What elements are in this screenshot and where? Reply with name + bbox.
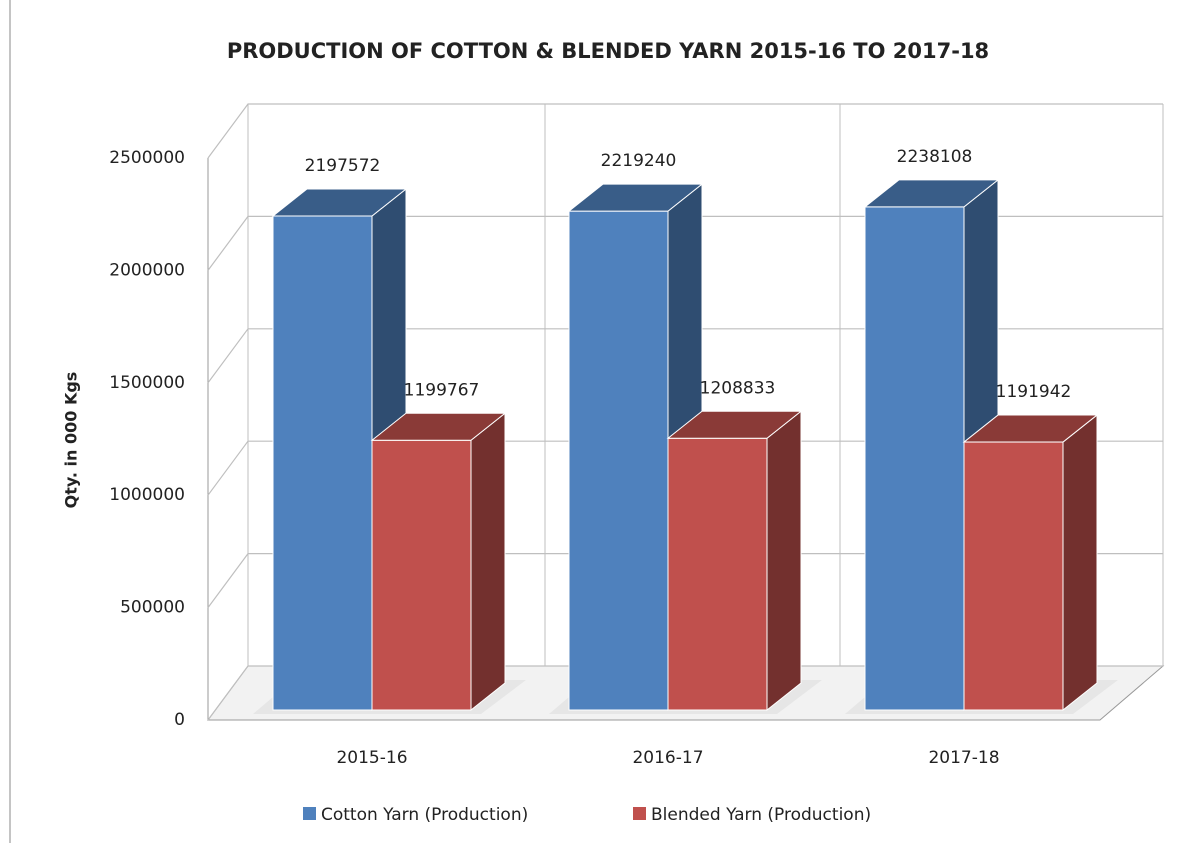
bar-side (470, 412, 506, 712)
bar (864, 206, 965, 711)
y-axis-label: Qty. in 000 Kgs (62, 372, 81, 509)
legend-label: Blended Yarn (Production) (651, 805, 871, 825)
x-tick-label: 2017-18 (928, 748, 999, 768)
grid-line (207, 215, 1163, 271)
legend-label: Cotton Yarn (Production) (321, 805, 528, 825)
grid-line (207, 328, 1163, 384)
x-tick-label: 2015-16 (336, 748, 407, 768)
bar-side (766, 410, 802, 712)
y-tick-label: 0 (174, 710, 185, 730)
bar (568, 210, 669, 711)
y-tick-label: 2500000 (109, 148, 185, 168)
bar-side (1062, 414, 1098, 712)
grid-line (207, 552, 1163, 608)
bar-top (271, 188, 408, 217)
data-label: 1208833 (700, 378, 776, 398)
y-tick-label: 1500000 (109, 373, 185, 393)
bar (963, 441, 1064, 711)
bar-top (962, 414, 1099, 443)
x-tick-label: 2016-17 (632, 748, 703, 768)
data-label: 2238108 (897, 147, 973, 167)
bar (371, 439, 472, 711)
y-tick-label: 1000000 (109, 485, 185, 505)
y-tick-label: 2000000 (109, 260, 185, 280)
bar-top (370, 412, 507, 441)
bar-top (863, 179, 1000, 208)
bar (667, 437, 768, 711)
y-tick-label: 500000 (120, 598, 185, 618)
data-label: 1199767 (404, 380, 480, 400)
chart-title: PRODUCTION OF COTTON & BLENDED YARN 2015… (227, 39, 989, 63)
legend-swatch (633, 807, 646, 820)
data-label: 2197572 (305, 156, 381, 176)
grid-line (207, 440, 1163, 496)
bar-top (666, 410, 803, 439)
data-label: 1191942 (996, 382, 1072, 402)
grid-line (207, 665, 1163, 721)
legend-swatch (303, 807, 316, 820)
grid-line (207, 103, 1163, 159)
bar (272, 215, 373, 711)
data-label: 2219240 (601, 151, 677, 171)
bar-top (567, 183, 704, 212)
